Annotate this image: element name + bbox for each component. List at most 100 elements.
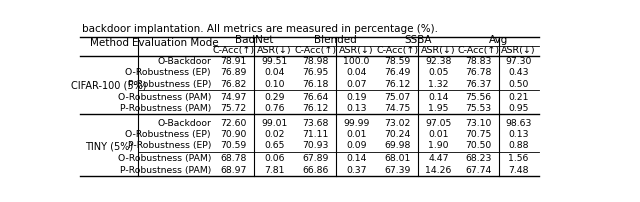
Text: 92.38: 92.38 [425, 57, 452, 66]
Text: 0.76: 0.76 [264, 104, 284, 113]
Text: 76.78: 76.78 [465, 68, 492, 77]
Text: 78.98: 78.98 [302, 57, 328, 66]
Text: 0.06: 0.06 [264, 154, 284, 163]
Text: 1.56: 1.56 [508, 154, 529, 163]
Text: 73.10: 73.10 [465, 119, 492, 128]
Text: 71.11: 71.11 [302, 130, 328, 139]
Text: 0.37: 0.37 [346, 166, 367, 175]
Text: 73.02: 73.02 [384, 119, 410, 128]
Text: SSBA: SSBA [404, 35, 431, 45]
Text: 99.51: 99.51 [261, 57, 287, 66]
Text: 1.32: 1.32 [428, 80, 449, 89]
Text: 67.89: 67.89 [302, 154, 328, 163]
Text: 76.18: 76.18 [302, 80, 328, 89]
Text: BadNet: BadNet [235, 35, 273, 45]
Text: P-Robustness (EP): P-Robustness (EP) [127, 80, 211, 89]
Text: ASR(↓): ASR(↓) [501, 46, 536, 55]
Text: 0.01: 0.01 [428, 130, 449, 139]
Text: 4.47: 4.47 [428, 154, 449, 163]
Text: O-Backdoor: O-Backdoor [157, 57, 211, 66]
Text: 0.65: 0.65 [264, 141, 284, 150]
Text: 76.49: 76.49 [384, 68, 410, 77]
Text: 68.01: 68.01 [384, 154, 410, 163]
Text: 0.05: 0.05 [428, 68, 449, 77]
Text: 0.07: 0.07 [346, 80, 367, 89]
Text: 67.74: 67.74 [465, 166, 492, 175]
Text: 98.63: 98.63 [506, 119, 532, 128]
Text: 14.26: 14.26 [425, 166, 452, 175]
Text: P-Robustness (PAM): P-Robustness (PAM) [120, 104, 211, 113]
Text: 1.90: 1.90 [428, 141, 449, 150]
Text: 1.95: 1.95 [428, 104, 449, 113]
Text: 0.02: 0.02 [264, 130, 284, 139]
Text: 70.59: 70.59 [220, 141, 246, 150]
Text: 75.72: 75.72 [220, 104, 246, 113]
Text: 0.50: 0.50 [508, 80, 529, 89]
Text: Evaluation Mode: Evaluation Mode [132, 39, 219, 48]
Text: 0.04: 0.04 [264, 68, 284, 77]
Text: O-Robustness (PAM): O-Robustness (PAM) [118, 154, 211, 163]
Text: CIFAR-100 (5%): CIFAR-100 (5%) [71, 80, 147, 90]
Text: 75.07: 75.07 [384, 93, 410, 102]
Text: 78.59: 78.59 [384, 57, 410, 66]
Text: 0.04: 0.04 [346, 68, 367, 77]
Text: 74.75: 74.75 [384, 104, 410, 113]
Text: 97.05: 97.05 [426, 119, 452, 128]
Text: 0.95: 0.95 [508, 104, 529, 113]
Text: 76.82: 76.82 [220, 80, 246, 89]
Text: O-Robustness (PAM): O-Robustness (PAM) [118, 93, 211, 102]
Text: P-Robustness (PAM): P-Robustness (PAM) [120, 166, 211, 175]
Text: backdoor implantation. All metrics are measured in percentage (%).: backdoor implantation. All metrics are m… [81, 24, 438, 34]
Text: 100.0: 100.0 [343, 57, 369, 66]
Text: C-Acc(↑): C-Acc(↑) [294, 46, 336, 55]
Text: 75.53: 75.53 [466, 104, 492, 113]
Text: 78.91: 78.91 [220, 57, 246, 66]
Text: 76.37: 76.37 [465, 80, 492, 89]
Text: 99.99: 99.99 [343, 119, 369, 128]
Text: 0.29: 0.29 [264, 93, 284, 102]
Text: 0.43: 0.43 [508, 68, 529, 77]
Text: C-Acc(↑): C-Acc(↑) [458, 46, 500, 55]
Text: 75.56: 75.56 [466, 93, 492, 102]
Text: O-Robustness (EP): O-Robustness (EP) [125, 68, 211, 77]
Text: 0.13: 0.13 [346, 104, 367, 113]
Text: O-Robustness (EP): O-Robustness (EP) [125, 130, 211, 139]
Text: 70.93: 70.93 [302, 141, 328, 150]
Text: C-Acc(↑): C-Acc(↑) [376, 46, 419, 55]
Text: 76.89: 76.89 [220, 68, 246, 77]
Text: 0.21: 0.21 [508, 93, 529, 102]
Text: 0.10: 0.10 [264, 80, 284, 89]
Text: ASR(↓): ASR(↓) [257, 46, 291, 55]
Text: 7.48: 7.48 [508, 166, 529, 175]
Text: 0.14: 0.14 [428, 93, 449, 102]
Text: 76.64: 76.64 [302, 93, 328, 102]
Text: 0.14: 0.14 [346, 154, 367, 163]
Text: P-Robustness (EP): P-Robustness (EP) [127, 141, 211, 150]
Text: 70.75: 70.75 [466, 130, 492, 139]
Text: 97.30: 97.30 [506, 57, 532, 66]
Text: 72.60: 72.60 [220, 119, 246, 128]
Text: 7.81: 7.81 [264, 166, 284, 175]
Text: 0.01: 0.01 [346, 130, 367, 139]
Text: 0.88: 0.88 [508, 141, 529, 150]
Text: ASR(↓): ASR(↓) [421, 46, 456, 55]
Text: 76.95: 76.95 [302, 68, 328, 77]
Text: 67.39: 67.39 [384, 166, 410, 175]
Text: 0.13: 0.13 [508, 130, 529, 139]
Text: 66.86: 66.86 [302, 166, 328, 175]
Text: 0.09: 0.09 [346, 141, 367, 150]
Text: TINY (5%): TINY (5%) [85, 142, 133, 152]
Text: 76.12: 76.12 [302, 104, 328, 113]
Text: 0.19: 0.19 [346, 93, 367, 102]
Text: 70.24: 70.24 [384, 130, 410, 139]
Text: 74.97: 74.97 [220, 93, 246, 102]
Text: Method: Method [90, 39, 129, 48]
Text: 68.97: 68.97 [220, 166, 246, 175]
Text: Blended: Blended [314, 35, 357, 45]
Text: C-Acc(↑): C-Acc(↑) [212, 46, 255, 55]
Text: 78.83: 78.83 [465, 57, 492, 66]
Text: 68.23: 68.23 [465, 154, 492, 163]
Text: ASR(↓): ASR(↓) [339, 46, 374, 55]
Text: 73.68: 73.68 [302, 119, 328, 128]
Text: Avg: Avg [489, 35, 509, 45]
